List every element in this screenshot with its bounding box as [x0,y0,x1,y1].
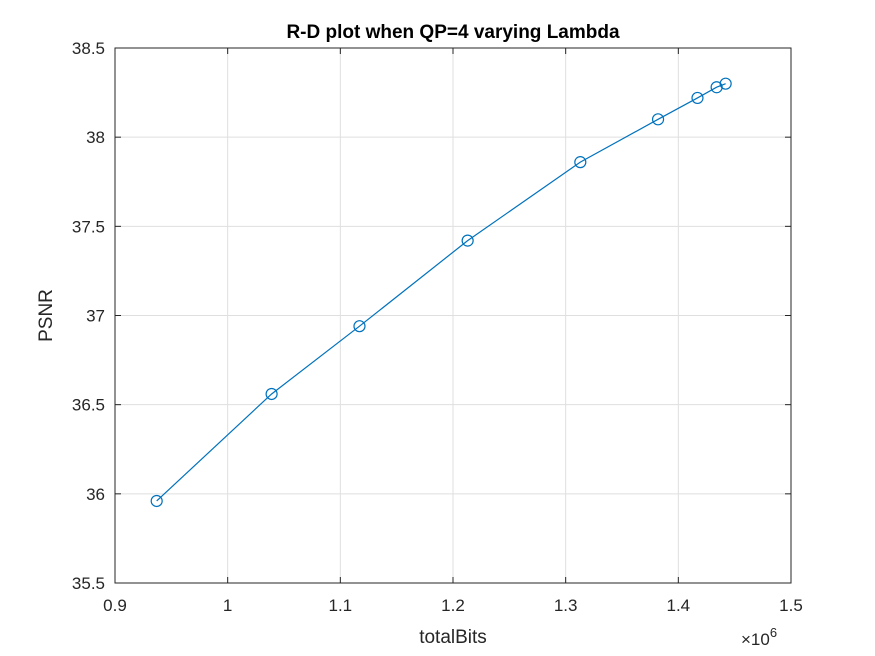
x-tick-label: 1.2 [441,596,465,615]
x-tick-label: 1.1 [329,596,353,615]
data-point-marker [574,156,587,169]
series-line [156,83,726,502]
y-tick-label: 37.5 [72,217,105,236]
x-tick-label: 1.4 [667,596,691,615]
series-layer [150,77,732,508]
x-tick-label: 1.3 [554,596,578,615]
data-point-marker [461,234,474,247]
data-point-marker [719,77,732,90]
x-tick-label: 1.5 [779,596,803,615]
x-tick-label: 1 [223,596,232,615]
tick-marks [114,47,792,584]
data-point-marker [265,387,278,401]
data-point-marker [651,113,665,126]
y-tick-label: 36.5 [72,396,105,415]
y-tick-label: 36 [86,485,105,504]
x-tick-label: 0.9 [103,596,127,615]
y-tick-label: 38 [86,128,105,147]
data-point-marker [691,91,704,105]
y-tick-label: 38.5 [72,39,105,58]
x-axis-label: totalBits [419,627,487,648]
gridlines [114,47,792,584]
data-point-marker [353,320,366,333]
x-tick-labels: 0.9 1 1.1 1.2 1.3 1.4 1.5 [103,596,803,615]
x-axis-exponent: ×106 [741,625,777,649]
y-tick-label: 35.5 [72,574,105,593]
x-exponent-power: 6 [770,625,777,640]
data-point-marker [150,494,163,508]
y-tick-label: 37 [86,307,105,326]
x-exponent-base: ×10 [741,630,770,649]
chart-title: R-D plot when QP=4 varying Lambda [286,22,620,43]
y-axis-label: PSNR [36,289,57,342]
y-tick-labels: 35.5 36 36.5 37 37.5 38 38.5 [72,39,105,593]
